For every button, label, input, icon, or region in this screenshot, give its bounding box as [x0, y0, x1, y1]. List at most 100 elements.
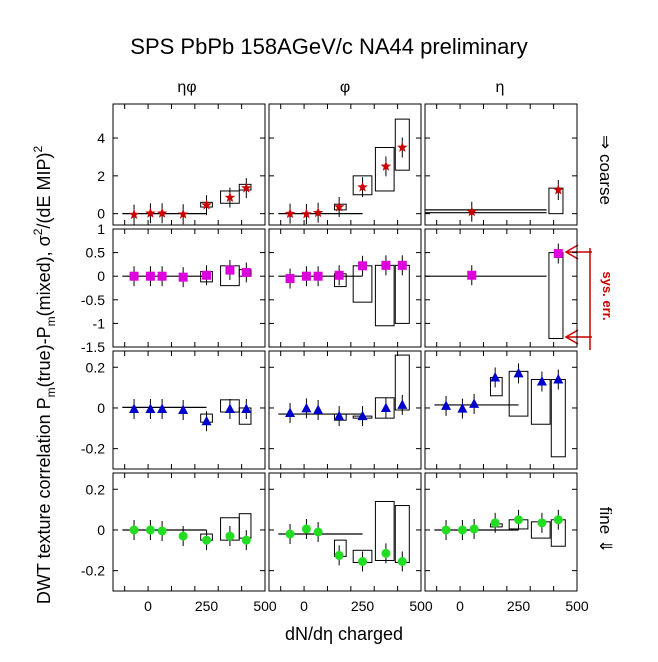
col2-xtick-label: 0 [300, 598, 308, 614]
side-label-fine: fine ⇓ [596, 507, 615, 553]
row3-ytick-label: -0.2 [81, 441, 105, 457]
panel-r4-c2-data-point [285, 529, 295, 539]
panel-r4-c1-data-point [225, 531, 235, 541]
panel-r1-c3-data-point [553, 184, 564, 195]
sys-err-arrowhead-top [564, 244, 579, 260]
row4-ytick-label: -0.2 [81, 563, 105, 579]
panel-r4-c3-data-point [514, 515, 524, 525]
panel-r3-c3-data-point [536, 376, 547, 386]
panel-r3-c3-sys-box [530, 378, 551, 425]
panel-r1-c2-frame [268, 103, 422, 226]
panel-r3-c2-sys-box [374, 397, 395, 419]
panel-r3-c3-data-point [513, 367, 524, 378]
panel-r2-c2-data-point [397, 260, 407, 270]
svg-text:DWT texture correlation Pm(tru: DWT texture correlation Pm(true)-Pm(mixe… [31, 146, 58, 605]
row2-ytick-label: -1.5 [81, 339, 105, 355]
panel-r1-c2-data-point [397, 142, 408, 152]
y-axis-label-sub2: m [44, 316, 58, 326]
panel-r4-c2-sys-box [374, 500, 395, 561]
panel-r4-c1-data-point [145, 525, 155, 535]
panel-r4-c3-data-point [457, 525, 467, 535]
panel-r3-c3-data-point [490, 371, 501, 382]
panel-r1-c3-frame [424, 103, 578, 226]
row1-ytick-label: 0 [97, 206, 105, 222]
side-label-coarse: ⇒ coarse [596, 135, 615, 205]
panel-r4-c2-data-point [358, 557, 368, 566]
column-header-eta-phi: ηφ [177, 79, 196, 96]
panel-r2-c1-data-point [178, 272, 188, 282]
panel-r2-c2-frame [268, 228, 422, 348]
col2-xtick-label: 250 [351, 598, 375, 614]
panel-r2-c3-data-point [467, 270, 477, 280]
col3-xtick-label: 500 [565, 598, 589, 614]
panel-r2-c1-data-point [241, 267, 251, 277]
panel-r3-c2-data-point [285, 407, 296, 418]
panel-r2-c1-data-point [145, 271, 155, 281]
panel-r3-c2-data-point [301, 402, 312, 413]
panel-r2-c1-data-point [225, 265, 235, 275]
panel-r4-c3-data-point [441, 525, 451, 535]
panel-r3-c2-data-point [397, 399, 408, 409]
panel-r1-c2-sys-box [374, 146, 395, 192]
panel-r2-c3-frame [424, 228, 578, 348]
panel-r1-c1-data-point [156, 207, 168, 218]
col3-xtick-label: 250 [507, 598, 531, 614]
panel-r1-c3-data-point [466, 206, 477, 217]
panel-r1-c2-data-point [301, 208, 312, 219]
panel-r3-c1-frame [112, 350, 266, 470]
panel-r4-c3-data-point [537, 518, 547, 528]
panel-r4-c3-data-point [469, 524, 479, 534]
panel-r4-c2-data-point [334, 550, 344, 560]
col2-xtick-label: 500 [409, 598, 433, 614]
panel-r3-c2-data-point [334, 410, 345, 421]
panel-r3-c1-data-point [224, 403, 235, 413]
panel-r4-c2-data-point [397, 557, 407, 566]
sys-err-arrowhead-bottom [564, 329, 579, 345]
panel-r4-c1-data-point [178, 531, 188, 541]
panel-r3-c3-frame [424, 350, 578, 470]
row2-ytick-label: 0.5 [86, 245, 106, 261]
sys-err-annotation: sys. err. [564, 244, 615, 350]
panel-r2-c1-data-point [202, 270, 212, 280]
row1-ytick-label: 2 [97, 168, 105, 184]
sys-err-label: sys. err. [600, 271, 615, 320]
panel-r1-c2-data-point [380, 160, 392, 171]
panel-r3-c2-data-point [380, 402, 391, 412]
col1-xtick-label: 0 [144, 598, 152, 614]
y-axis-label-sub: m [44, 387, 58, 397]
row4-ytick-label: 0.2 [86, 481, 106, 497]
row2-ytick-label: -1 [93, 315, 106, 331]
panel-r4-c3-data-point [490, 518, 500, 528]
panel-r1-c2-sys-box [394, 118, 410, 171]
panel-r4-c1-data-point [202, 535, 212, 545]
panel-r2-c2-data-point [301, 271, 311, 281]
y-axis-label-tail: (mixed), σ [34, 235, 54, 316]
panel-r4-c1-sys-box [238, 513, 252, 539]
panel-r4-c1-data-point [157, 526, 167, 536]
panel-r4-c2-data-point [301, 524, 311, 534]
panel-r1-c2-data-point [357, 181, 368, 192]
panel-r4-c3-frame [424, 472, 578, 592]
column-header-phi: φ [340, 79, 350, 96]
row1-ytick-label: 4 [97, 130, 105, 146]
col1-xtick-label: 500 [253, 598, 277, 614]
row4-ytick-label: 0 [97, 522, 105, 538]
panel-r2-c2-data-point [334, 270, 344, 280]
row2-ytick-label: 0 [97, 268, 105, 284]
y-axis-label-tail2: /(dE MIP) [34, 153, 54, 229]
panel-r1-c1-frame [112, 103, 266, 226]
panel-r3-c2-frame [268, 350, 422, 470]
row2-ytick-label: 1 [97, 221, 105, 237]
row2-ytick-label: -0.5 [81, 292, 105, 308]
panel-r1-c2-data-point [333, 201, 345, 212]
col3-xtick-label: 0 [456, 598, 464, 614]
panel-r3-c3-data-point [469, 398, 480, 408]
panel-r2-c2-data-point [381, 260, 391, 270]
panel-r2-c2-data-point [313, 271, 323, 281]
panel-r1-c3-sys-box [548, 187, 564, 215]
panel-r1-c2-data-point [284, 208, 296, 219]
panel-r3-c1-data-point [178, 404, 189, 414]
panel-r2-c2-sys-box [374, 264, 395, 327]
panel-r4-c1-data-point [241, 535, 251, 545]
